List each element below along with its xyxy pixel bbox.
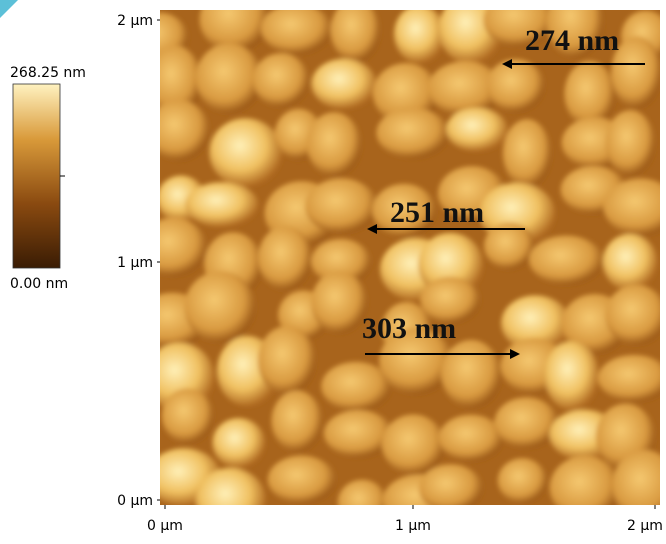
grain — [212, 418, 265, 468]
annotation-label: 303 nm — [362, 312, 456, 345]
grain — [498, 458, 548, 503]
grain — [529, 235, 603, 284]
y-axis-label: 0 µm — [117, 493, 153, 509]
grain — [149, 100, 210, 161]
grain — [441, 340, 501, 408]
grain — [487, 59, 545, 112]
grain — [258, 326, 316, 395]
grain — [544, 341, 598, 410]
grain — [603, 234, 658, 291]
page: 2 µm 1 µm 0 µm 0 µm 1 µm 2 µm 268.25 nm … — [0, 0, 666, 544]
y-axis-label: 1 µm — [117, 255, 153, 271]
grain — [606, 110, 655, 176]
x-axis-label: 2 µm — [627, 518, 663, 534]
grain — [311, 59, 376, 110]
grain — [330, 0, 380, 63]
grain — [605, 285, 666, 345]
grain — [271, 390, 322, 452]
grain — [439, 415, 504, 462]
grain — [376, 108, 449, 159]
grain — [311, 271, 367, 333]
afm-figure: 2 µm 1 µm 0 µm 0 µm 1 µm 2 µm 268.25 nm … — [0, 0, 666, 544]
colorbar-max-label: 268.25 nm — [10, 65, 86, 81]
corner-decoration — [0, 0, 18, 18]
grain — [550, 456, 621, 520]
grain — [338, 480, 388, 526]
x-axis-label: 0 µm — [147, 518, 183, 534]
grain — [261, 4, 332, 55]
grain — [446, 108, 508, 152]
grain — [196, 43, 263, 113]
grain — [307, 112, 361, 177]
grain — [305, 178, 378, 233]
grain — [268, 456, 336, 504]
grain — [162, 388, 214, 443]
grain — [185, 271, 256, 342]
grain — [394, 5, 445, 63]
grain — [185, 182, 258, 227]
x-axis-label: 1 µm — [395, 518, 431, 534]
grain — [196, 468, 266, 532]
afm-image — [132, 0, 666, 532]
grain — [494, 397, 558, 448]
grain — [503, 119, 552, 188]
grain — [419, 464, 483, 512]
grain — [209, 118, 282, 187]
annotation-label: 274 nm — [525, 24, 619, 57]
grain — [258, 226, 312, 290]
grain — [253, 53, 309, 107]
y-axis-label: 2 µm — [117, 13, 153, 29]
colorbar — [13, 84, 60, 268]
colorbar-min-label: 0.00 nm — [10, 276, 68, 292]
annotation-label: 251 nm — [390, 196, 484, 229]
grain — [382, 414, 445, 474]
